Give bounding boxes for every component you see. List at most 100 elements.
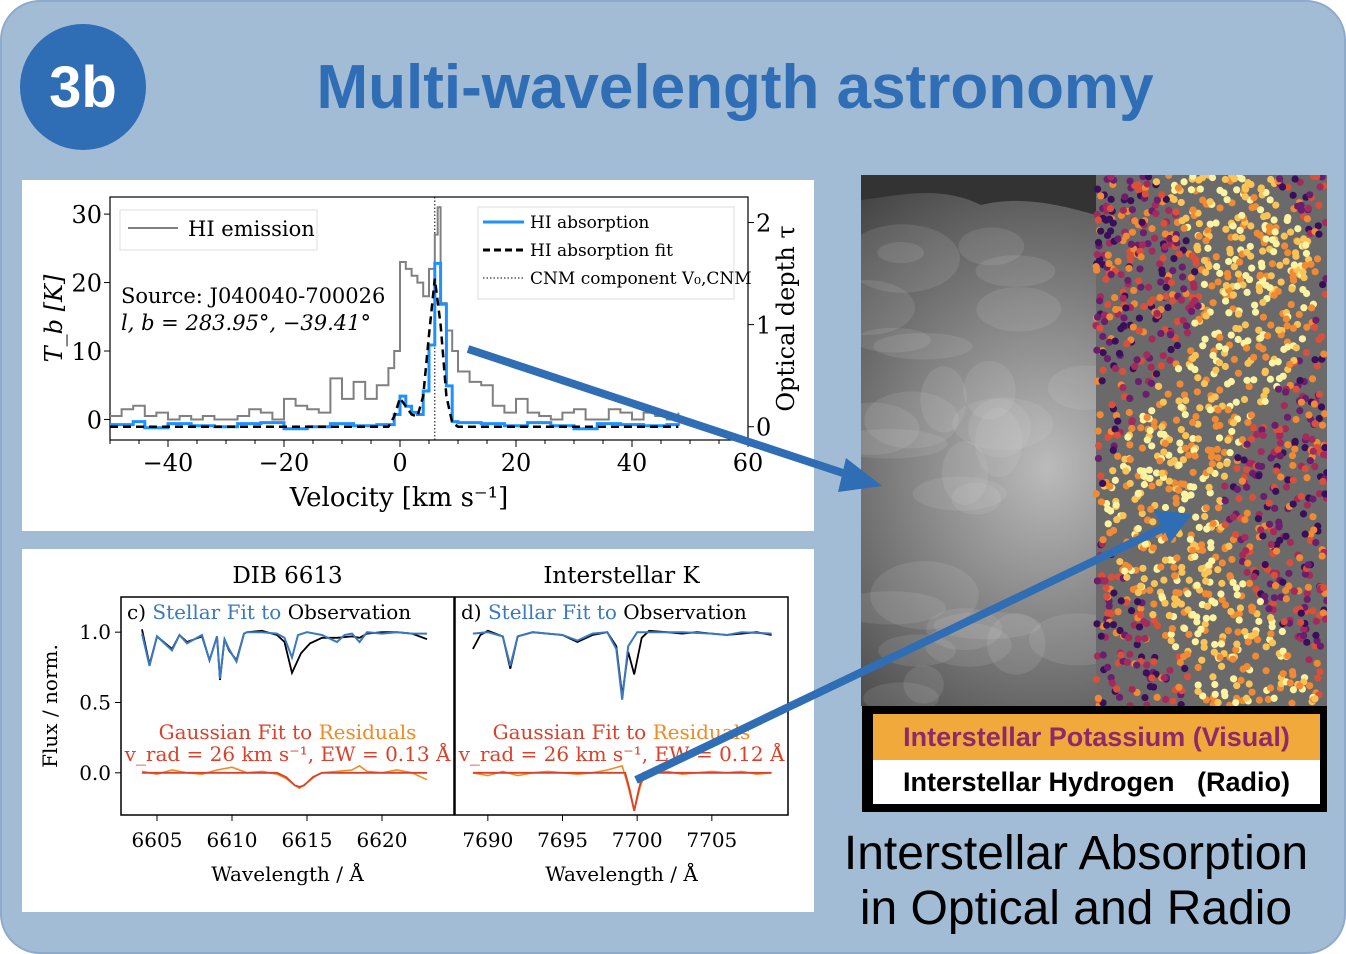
cloud-wisp: [861, 280, 916, 336]
potassium-point: [1221, 521, 1229, 529]
potassium-point: [1114, 257, 1122, 266]
potassium-point: [1122, 467, 1130, 475]
potassium-point: [1161, 534, 1169, 542]
potassium-point: [1171, 600, 1179, 609]
cloud-wisp: [877, 242, 924, 264]
y-axis-label: Flux / norm.: [38, 644, 62, 768]
potassium-point: [1191, 297, 1199, 305]
potassium-point: [1232, 324, 1240, 333]
plot-frame-d: [454, 596, 789, 816]
potassium-point: [1319, 609, 1327, 617]
potassium-point: [1158, 266, 1166, 274]
potassium-point: [1209, 673, 1217, 681]
potassium-point: [1199, 692, 1207, 700]
potassium-point: [1292, 415, 1300, 424]
potassium-point: [1179, 316, 1187, 325]
potassium-point: [1167, 630, 1175, 638]
potassium-point: [1127, 197, 1135, 205]
potassium-point: [1175, 683, 1183, 691]
potassium-point: [1194, 663, 1202, 672]
y-tick-label: 10: [71, 338, 102, 366]
potassium-point: [1303, 589, 1311, 597]
potassium-point: [1230, 355, 1238, 364]
potassium-point: [1308, 375, 1317, 383]
potassium-point: [1275, 432, 1284, 440]
potassium-point: [1157, 329, 1165, 338]
potassium-point: [1094, 238, 1103, 247]
potassium-point: [1100, 317, 1109, 326]
potassium-point: [1166, 356, 1174, 364]
potassium-point: [1277, 278, 1285, 286]
potassium-point: [1158, 469, 1166, 477]
potassium-point: [1096, 411, 1104, 419]
potassium-point: [1194, 302, 1202, 310]
potassium-point: [1243, 248, 1251, 256]
potassium-point: [1297, 609, 1305, 617]
potassium-point: [1170, 563, 1178, 571]
potassium-point: [1225, 257, 1233, 266]
potassium-point: [1137, 582, 1145, 590]
potassium-point: [1289, 461, 1297, 470]
potassium-point: [1309, 495, 1317, 503]
potassium-point: [1303, 215, 1312, 223]
potassium-point: [1256, 597, 1264, 606]
potassium-point: [1201, 620, 1209, 628]
potassium-point: [1295, 310, 1303, 319]
potassium-point: [1303, 595, 1311, 603]
potassium-point: [1255, 617, 1263, 625]
potassium-point: [1093, 346, 1101, 354]
potassium-point: [1246, 242, 1254, 251]
potassium-point: [1310, 526, 1318, 534]
potassium-point: [1315, 414, 1323, 423]
potassium-point: [1150, 658, 1158, 666]
potassium-point: [1095, 442, 1103, 450]
potassium-point: [1280, 402, 1288, 410]
potassium-point: [1126, 479, 1134, 488]
potassium-point: [1235, 258, 1244, 266]
potassium-point: [1304, 583, 1312, 591]
potassium-point: [1128, 424, 1136, 433]
potassium-point: [1187, 347, 1195, 355]
potassium-point: [1194, 374, 1202, 382]
potassium-point: [1175, 486, 1183, 494]
y-right-tick-label: 1: [756, 312, 771, 340]
x-tick-label: 60: [733, 449, 764, 477]
potassium-point: [1282, 257, 1290, 265]
potassium-point: [1109, 219, 1117, 227]
potassium-point: [1229, 675, 1238, 683]
potassium-point: [1144, 175, 1153, 181]
potassium-point: [1306, 191, 1314, 199]
potassium-point: [1110, 293, 1119, 302]
potassium-point: [1229, 578, 1237, 587]
potassium-point: [1222, 225, 1230, 233]
potassium-point: [1268, 639, 1277, 647]
potassium-point: [1292, 344, 1300, 352]
hi-chart: −40 −20 0 20 40 60 0 10 20 30 0 1 2 Velocity [km s⁻¹]…: [40, 196, 800, 513]
potassium-point: [1161, 439, 1170, 448]
potassium-point: [1159, 398, 1167, 406]
potassium-point: [1126, 455, 1134, 464]
potassium-point: [1232, 698, 1240, 706]
potassium-point: [1131, 362, 1139, 370]
potassium-point: [1159, 254, 1167, 262]
potassium-point: [1133, 356, 1141, 364]
cloud-wisp: [861, 429, 948, 459]
potassium-point: [1113, 685, 1121, 693]
potassium-point: [1146, 298, 1154, 307]
potassium-point: [1131, 182, 1139, 190]
plot-title: Interstellar K: [543, 563, 700, 589]
potassium-point: [1184, 590, 1192, 598]
potassium-point: [1265, 499, 1273, 507]
potassium-point: [1097, 192, 1105, 200]
potassium-point: [1187, 186, 1195, 194]
potassium-point: [1161, 599, 1169, 607]
potassium-point: [1139, 175, 1147, 181]
potassium-point: [1206, 198, 1214, 206]
potassium-point: [1250, 573, 1258, 581]
potassium-point: [1259, 298, 1267, 307]
potassium-point: [1211, 640, 1219, 649]
potassium-point: [1111, 337, 1119, 345]
potassium-point: [1282, 586, 1290, 595]
potassium-point: [1231, 233, 1240, 241]
potassium-point: [1188, 252, 1196, 260]
